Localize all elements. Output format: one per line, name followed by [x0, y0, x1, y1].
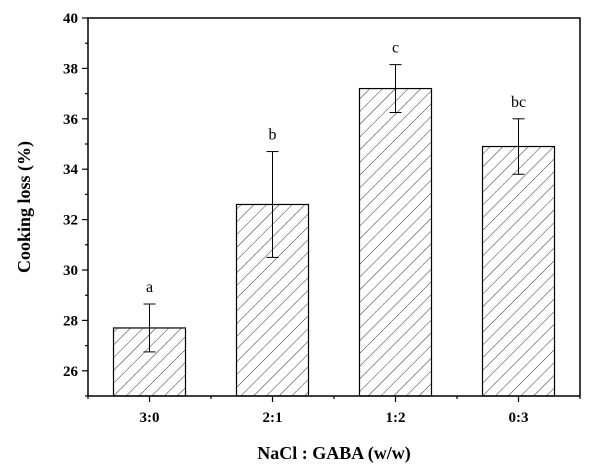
x-tick-label: 1:2: [386, 410, 406, 426]
x-axis-title: NaCl : GABA (w/w): [257, 443, 411, 464]
significance-label: c: [392, 40, 399, 57]
bar: [481, 145, 556, 397]
significance-label: a: [146, 279, 153, 296]
y-tick-label: 30: [63, 263, 78, 279]
x-tick-label: 3:0: [140, 410, 160, 426]
y-tick-label: 40: [63, 11, 78, 27]
y-tick-label: 32: [63, 213, 78, 229]
significance-label: bc: [511, 94, 526, 111]
y-axis-title: Cooking loss (%): [14, 141, 35, 273]
y-tick-label: 26: [63, 364, 79, 380]
y-tick-label: 38: [63, 61, 78, 77]
y-tick-label: 34: [63, 162, 79, 178]
significance-label: b: [269, 127, 277, 144]
x-tick-label: 2:1: [263, 410, 283, 426]
y-tick-label: 36: [63, 112, 79, 128]
x-tick-label: 0:3: [509, 410, 529, 426]
bar: [358, 87, 433, 397]
y-tick-label: 28: [63, 313, 78, 329]
